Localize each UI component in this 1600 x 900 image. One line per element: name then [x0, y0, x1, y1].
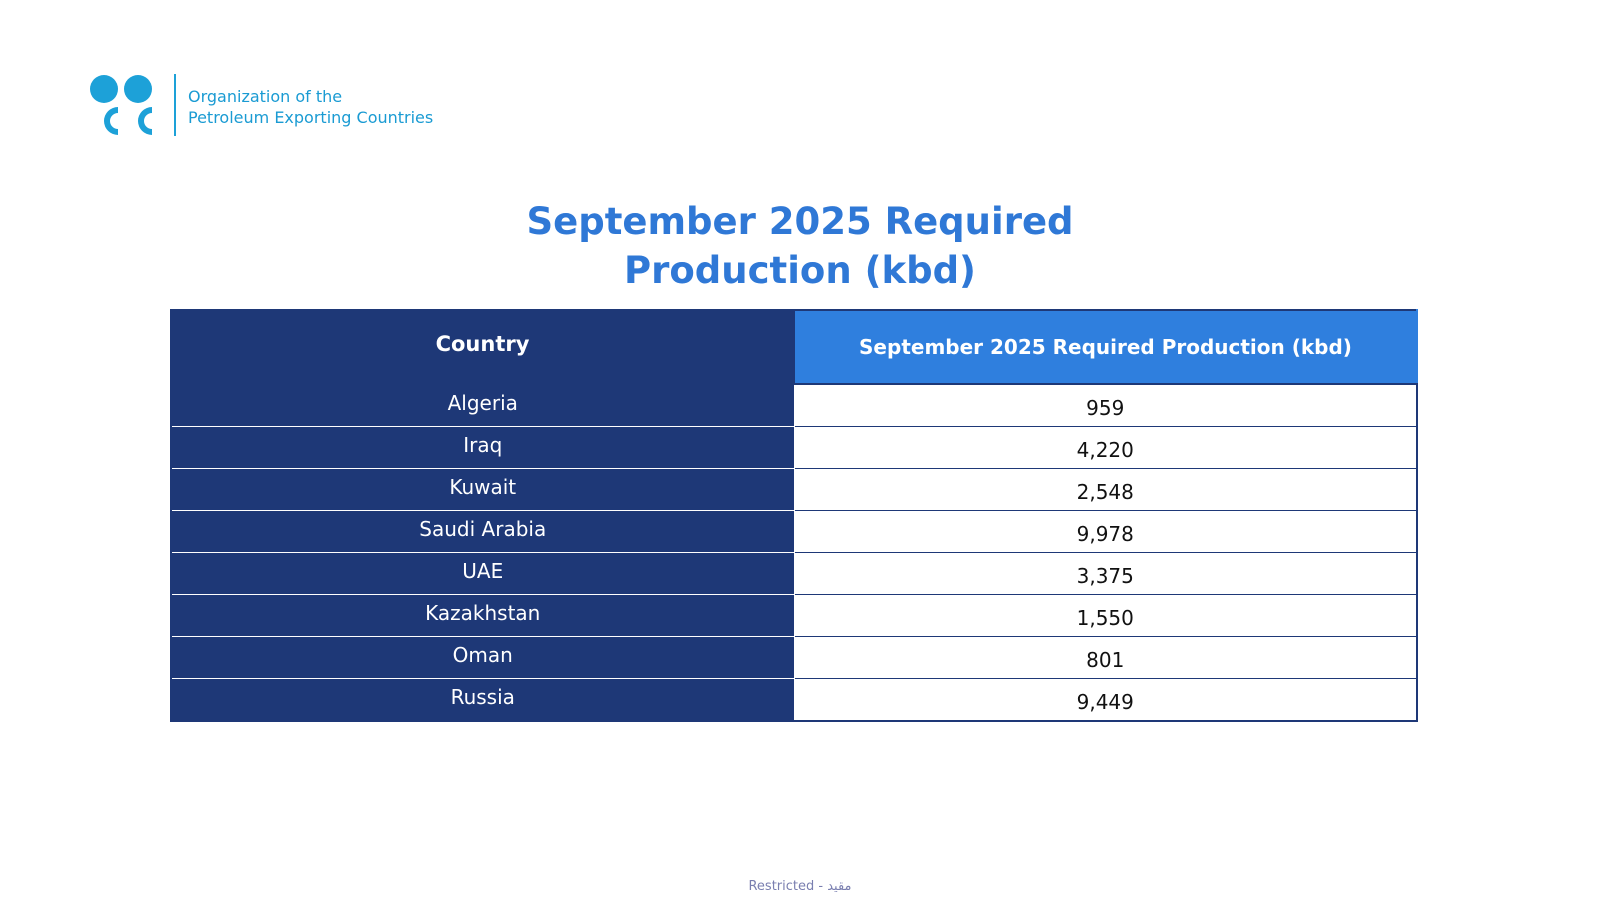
table-row: Kuwait 2,548 — [170, 468, 1418, 511]
table-row: Iraq 4,220 — [170, 426, 1418, 469]
organization-name: Organization of the Petroleum Exporting … — [188, 86, 433, 128]
production-value-cell: 9,449 — [793, 678, 1418, 722]
country-cell: UAE — [170, 552, 795, 595]
table-header-row: Country September 2025 Required Producti… — [170, 309, 1418, 385]
country-cell: Kazakhstan — [170, 594, 795, 637]
country-cell: Kuwait — [170, 468, 795, 511]
country-cell: Algeria — [170, 383, 795, 427]
production-table: Country September 2025 Required Producti… — [170, 309, 1418, 722]
production-value-cell: 9,978 — [793, 510, 1418, 553]
table-row: Algeria 959 — [170, 383, 1418, 427]
table-row: Kazakhstan 1,550 — [170, 594, 1418, 637]
organization-name-line-1: Organization of the — [188, 87, 343, 106]
page-title: September 2025 Required Production (kbd) — [480, 197, 1120, 295]
table-row: Saudi Arabia 9,978 — [170, 510, 1418, 553]
production-value-cell: 4,220 — [793, 426, 1418, 469]
table-row: UAE 3,375 — [170, 552, 1418, 595]
country-cell: Oman — [170, 636, 795, 679]
organization-header: Organization of the Petroleum Exporting … — [88, 72, 433, 138]
production-value-cell: 801 — [793, 636, 1418, 679]
production-value-cell: 2,548 — [793, 468, 1418, 511]
logo-divider — [174, 74, 176, 136]
table-row: Oman 801 — [170, 636, 1418, 679]
classification-label: Restricted - مقيد — [748, 879, 852, 894]
opec-logo-icon — [90, 74, 152, 136]
production-value-cell: 3,375 — [793, 552, 1418, 595]
column-header-required-production: September 2025 Required Production (kbd) — [793, 309, 1418, 385]
column-header-country: Country — [170, 309, 795, 385]
country-cell: Russia — [170, 678, 795, 722]
production-value-cell: 1,550 — [793, 594, 1418, 637]
country-cell: Iraq — [170, 426, 795, 469]
page-title-line-2: Production (kbd) — [624, 249, 976, 292]
organization-name-line-2: Petroleum Exporting Countries — [188, 108, 434, 127]
country-cell: Saudi Arabia — [170, 510, 795, 553]
production-value-cell: 959 — [793, 383, 1418, 427]
table-row: Russia 9,449 — [170, 678, 1418, 722]
page-title-line-1: September 2025 Required — [526, 200, 1074, 243]
